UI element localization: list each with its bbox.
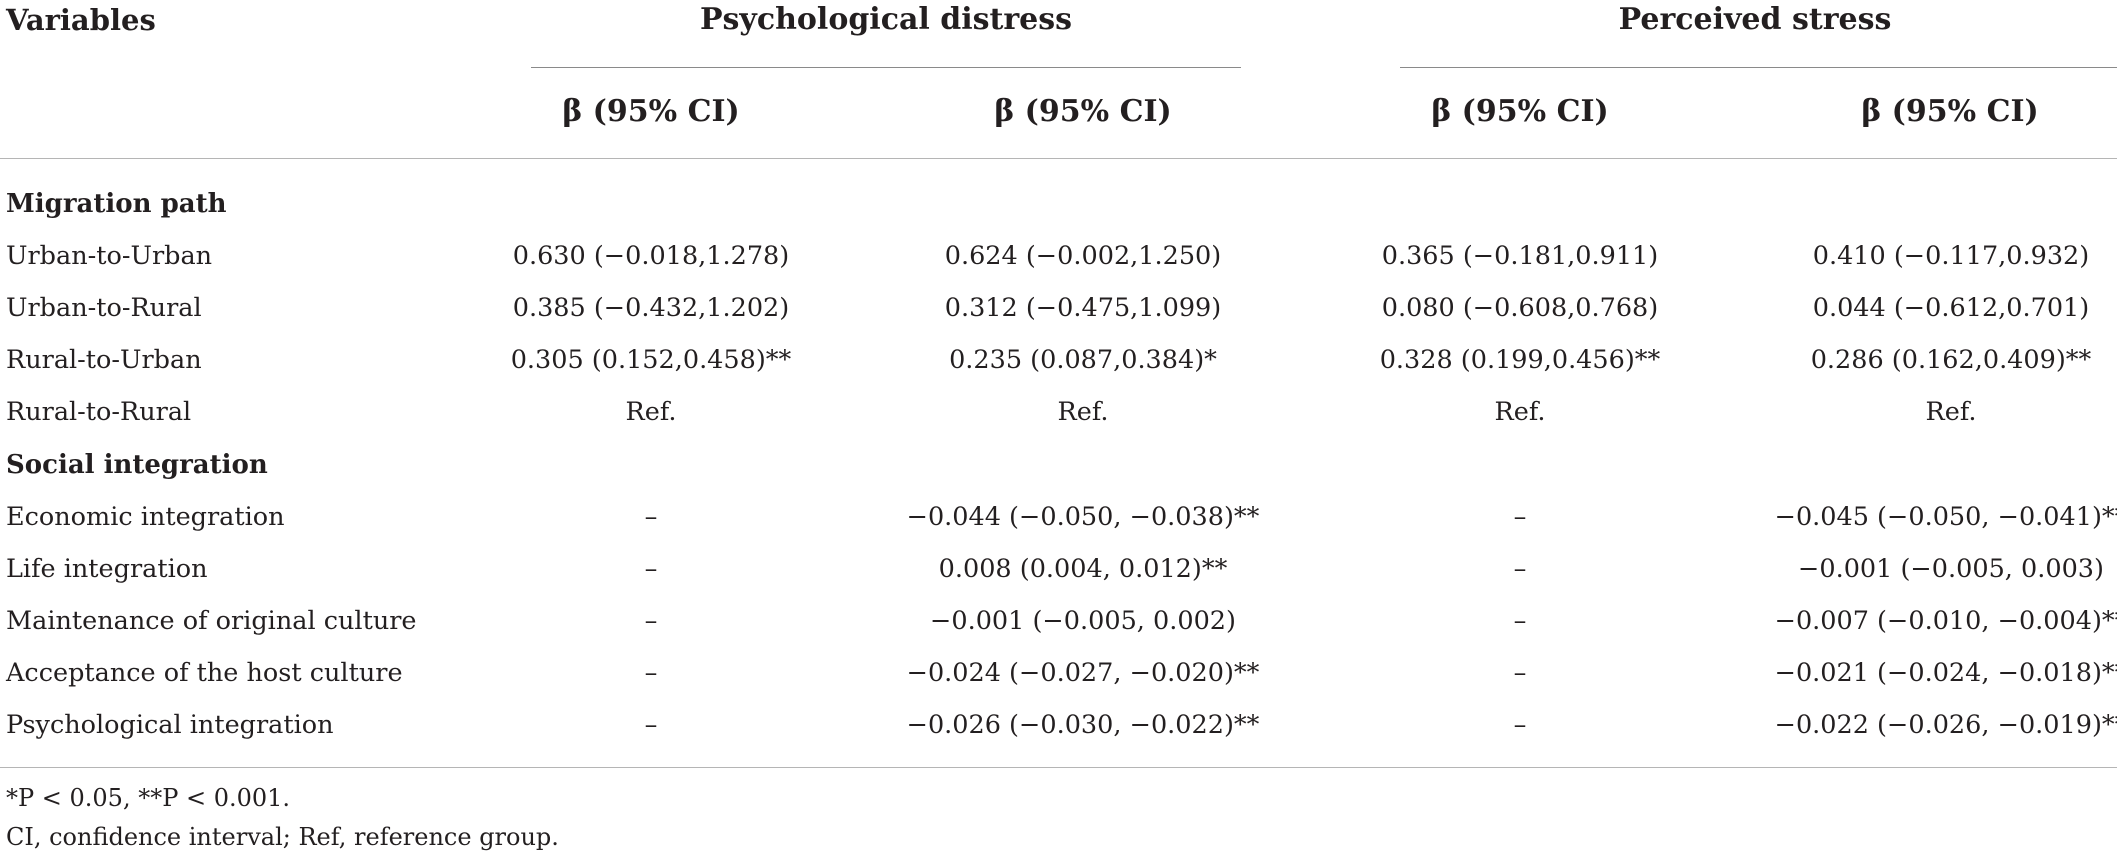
table-cell: −0.044 (−0.050, −0.038)** [906, 502, 1260, 532]
table-cell: 0.235 (0.087,0.384)* [949, 345, 1217, 375]
table-cell: Ref. [625, 397, 677, 427]
table-cell: 0.312 (−0.475,1.099) [944, 293, 1222, 323]
table-cell: – [644, 710, 658, 740]
table-cell: 0.008 (0.004, 0.012)** [938, 554, 1228, 584]
table-cell: 0.328 (0.199,0.456)** [1379, 345, 1661, 375]
table-cell: – [1513, 606, 1527, 636]
section-title-migration-path: Migration path [6, 189, 227, 219]
table-cell: – [644, 554, 658, 584]
table-cell: −0.024 (−0.027, −0.020)** [906, 658, 1260, 688]
table-cell: 0.044 (−0.612,0.701) [1812, 293, 2090, 323]
table-cell: 0.365 (−0.181,0.911) [1381, 241, 1659, 271]
table-cell: −0.001 (−0.005, 0.003) [1798, 554, 2104, 584]
group-title-psychological-distress: Psychological distress [699, 2, 1073, 37]
table-cell: – [644, 606, 658, 636]
table-cell: Ref. [1057, 397, 1109, 427]
table-cell: −0.026 (−0.030, −0.022)** [906, 710, 1260, 740]
table-cell: – [1513, 658, 1527, 688]
row-label: Urban-to-Rural [6, 293, 202, 323]
table-bottom-divider [0, 767, 2117, 768]
table-cell: – [644, 658, 658, 688]
row-label: Rural-to-Urban [6, 345, 202, 375]
column-header-3: β (95% CI) [1431, 94, 1609, 129]
table-cell: −0.007 (−0.010, −0.004)** [1774, 606, 2117, 636]
variables-header: Variables [6, 3, 156, 37]
table-cell: – [1513, 710, 1527, 740]
table-cell: – [1513, 554, 1527, 584]
row-label: Maintenance of original culture [6, 606, 417, 636]
table-cell: – [1513, 502, 1527, 532]
table-cell: −0.045 (−0.050, −0.041)** [1774, 502, 2117, 532]
table-cell: −0.021 (−0.024, −0.018)** [1774, 658, 2117, 688]
footnote-abbreviations: CI, confidence interval; Ref, reference … [6, 823, 559, 851]
group-underline-perceived-stress [1400, 67, 2117, 68]
table-cell: −0.001 (−0.005, 0.002) [930, 606, 1236, 636]
header-divider [0, 158, 2117, 159]
row-label: Acceptance of the host culture [6, 658, 403, 688]
table-cell: – [644, 502, 658, 532]
group-underline-psychological-distress [531, 67, 1241, 68]
row-label: Economic integration [6, 502, 285, 532]
footnote-significance: *P < 0.05, **P < 0.001. [6, 784, 291, 812]
row-label: Urban-to-Urban [6, 241, 213, 271]
table-cell: Ref. [1925, 397, 1977, 427]
table-cell: 0.385 (−0.432,1.202) [512, 293, 790, 323]
column-header-1: β (95% CI) [562, 94, 740, 129]
table-cell: 0.630 (−0.018,1.278) [512, 241, 790, 271]
table-cell: 0.305 (0.152,0.458)** [510, 345, 792, 375]
group-title-perceived-stress: Perceived stress [1618, 2, 1892, 37]
section-title-social-integration: Social integration [6, 450, 268, 480]
table-cell: 0.410 (−0.117,0.932) [1812, 241, 2090, 271]
row-label: Psychological integration [6, 710, 334, 740]
table-cell: 0.286 (0.162,0.409)** [1810, 345, 2092, 375]
row-label: Life integration [6, 554, 208, 584]
row-label: Rural-to-Rural [6, 397, 192, 427]
column-header-4: β (95% CI) [1861, 94, 2039, 129]
table-cell: Ref. [1494, 397, 1546, 427]
table-cell: 0.624 (−0.002,1.250) [944, 241, 1222, 271]
table-cell: −0.022 (−0.026, −0.019)** [1774, 710, 2117, 740]
column-header-2: β (95% CI) [994, 94, 1172, 129]
table-cell: 0.080 (−0.608,0.768) [1381, 293, 1659, 323]
